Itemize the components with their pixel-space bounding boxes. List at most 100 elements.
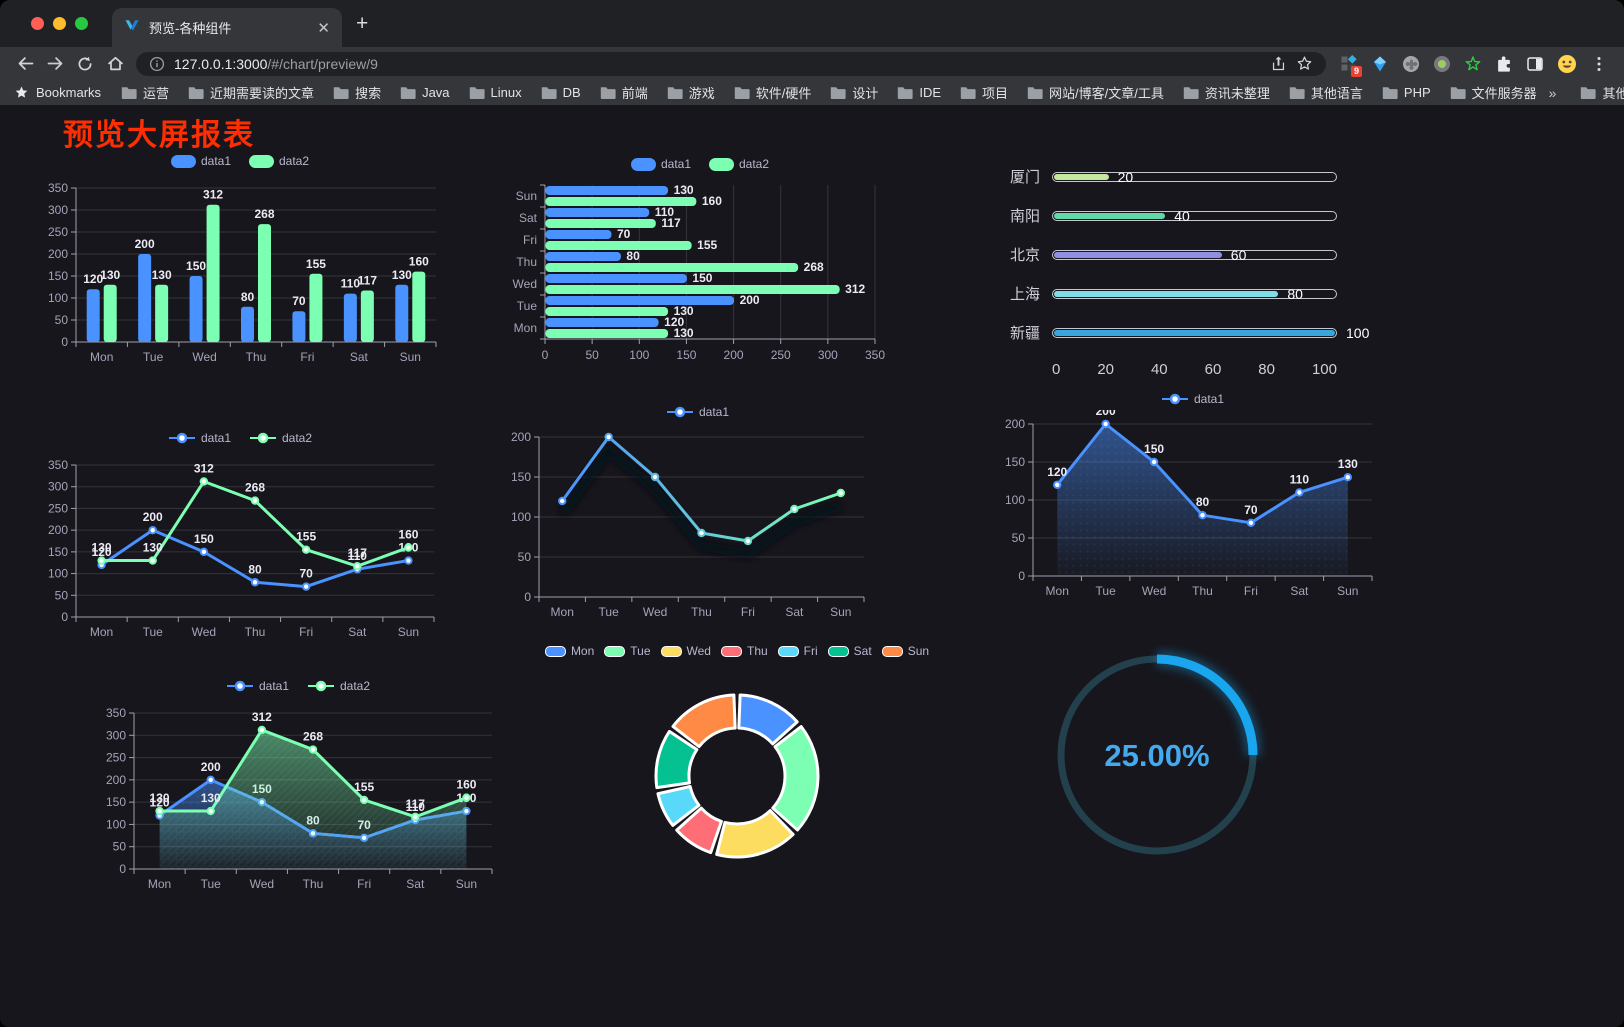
extension-tag-assistant-button[interactable]: 9	[1340, 54, 1362, 77]
bookmark-folder[interactable]: DB	[541, 85, 581, 100]
svg-text:350: 350	[48, 181, 68, 195]
svg-text:110: 110	[655, 205, 675, 219]
legend-item-data1[interactable]: data1	[630, 157, 691, 171]
chart-city-progress: 厦门 20 南阳 40 北京 60 上海 80 新疆 100 0 20 40 60 80 100	[998, 157, 1390, 389]
bookmark-folder[interactable]: 软件/硬件	[734, 83, 811, 102]
bookmark-folder[interactable]: 近期需要读的文章	[188, 83, 314, 102]
new-tab-button[interactable]: +	[356, 12, 369, 35]
extensions-puzzle-button[interactable]	[1495, 55, 1513, 73]
url-host: 127.0.0.1:3000	[174, 55, 268, 72]
pie-slice-fri[interactable]	[656, 785, 701, 827]
bookmarks-manager-item[interactable]: Bookmarks	[14, 85, 101, 100]
svg-text:130: 130	[392, 268, 412, 282]
extension-green-star-button[interactable]	[1464, 55, 1482, 73]
svg-text:130: 130	[674, 304, 694, 318]
pie-slice-thu[interactable]	[675, 806, 723, 855]
progress-label: 上海	[1009, 286, 1040, 303]
kebab-menu-icon	[1597, 56, 1601, 60]
svg-text:Mon: Mon	[1046, 584, 1069, 598]
legend-item-data1[interactable]: data1	[170, 154, 231, 168]
legend-item-tue[interactable]: Tue	[604, 644, 651, 658]
window-controls	[31, 17, 88, 30]
profile-avatar[interactable]	[1557, 54, 1577, 74]
window-maximize-button[interactable]	[75, 17, 88, 30]
pie-slice-mon[interactable]	[737, 693, 799, 746]
svg-text:100: 100	[511, 510, 531, 524]
legend-item-fri[interactable]: Fri	[777, 644, 818, 658]
reload-button[interactable]	[70, 55, 100, 73]
legend-item-wed[interactable]: Wed	[660, 644, 711, 658]
bookmarks-overflow-button[interactable]: »	[1548, 84, 1557, 101]
svg-text:80: 80	[248, 562, 262, 576]
progress-row-上海: 上海 80	[998, 274, 1337, 313]
pie-slice-wed[interactable]	[715, 809, 795, 859]
bookmark-folder[interactable]: 网站/博客/文章/工具	[1027, 83, 1164, 102]
bookmark-folder[interactable]: 设计	[830, 83, 878, 102]
forward-arrow-icon	[47, 57, 62, 70]
folder-icon	[831, 86, 846, 99]
legend-item-data2[interactable]: data2	[709, 157, 769, 171]
svg-text:Thu: Thu	[1192, 584, 1213, 598]
extension-circle-button[interactable]	[1402, 55, 1420, 73]
share-icon[interactable]	[1270, 55, 1287, 72]
extension-badge: 9	[1350, 65, 1362, 77]
bookmark-folder[interactable]: 项目	[960, 83, 1008, 102]
progress-track: 80	[1052, 287, 1337, 301]
svg-text:Fri: Fri	[1244, 584, 1258, 598]
svg-text:150: 150	[511, 470, 531, 484]
tab-close-icon[interactable]: ✕	[317, 19, 330, 37]
legend-item-thu[interactable]: Thu	[720, 644, 768, 658]
progress-track: 40	[1052, 209, 1337, 223]
legend-item-data2[interactable]: data2	[249, 154, 309, 168]
legend-item-data2[interactable]: data2	[249, 431, 312, 445]
bookmark-folder[interactable]: 前端	[600, 83, 648, 102]
legend-item-data1[interactable]: data1	[666, 405, 729, 419]
window-minimize-button[interactable]	[53, 17, 66, 30]
pie-slice-sat[interactable]	[654, 729, 699, 790]
bookmark-folder[interactable]: IDE	[897, 85, 941, 100]
window-close-button[interactable]	[31, 17, 44, 30]
bookmark-folder[interactable]: 资讯未整理	[1183, 83, 1270, 102]
bookmark-folder[interactable]: Java	[400, 85, 450, 100]
bookmark-folder[interactable]: 文件服务器	[1450, 83, 1537, 102]
legend-item-data1[interactable]: data1	[168, 431, 231, 445]
legend-item-data2[interactable]: data2	[307, 679, 370, 693]
folder-icon	[188, 86, 204, 99]
back-button[interactable]	[10, 54, 40, 73]
bookmark-folder[interactable]: 搜索	[333, 83, 381, 102]
svg-text:117: 117	[661, 216, 681, 230]
url-bar[interactable]: 127.0.0.1:3000/#/chart/preview/9	[136, 51, 1326, 76]
browser-menu-button[interactable]	[1590, 55, 1608, 73]
pie-slice-sun[interactable]	[671, 693, 737, 749]
forward-button[interactable]	[40, 54, 70, 73]
legend-item-sun[interactable]: Sun	[881, 644, 929, 658]
chart-legend: data1 data2	[98, 675, 498, 697]
bookmark-folder[interactable]: PHP	[1382, 85, 1431, 100]
bookmark-star-icon[interactable]	[1296, 55, 1313, 72]
svg-text:155: 155	[697, 238, 717, 252]
legend-item-mon[interactable]: Mon	[544, 644, 594, 658]
svg-text:70: 70	[1244, 503, 1258, 517]
other-bookmarks-folder[interactable]: 其他书签	[1580, 83, 1624, 102]
svg-text:150: 150	[48, 545, 68, 559]
bookmark-folder[interactable]: 游戏	[667, 83, 715, 102]
legend-item-data1[interactable]: data1	[1161, 392, 1224, 406]
progress-fill	[1054, 173, 1109, 180]
bookmark-folder[interactable]: Linux	[469, 85, 522, 100]
browser-tab[interactable]: 预览-各种组件 ✕	[112, 8, 342, 47]
svg-text:Mon: Mon	[551, 605, 574, 619]
legend-item-data1[interactable]: data1	[226, 679, 289, 693]
svg-text:50: 50	[55, 588, 69, 602]
svg-text:350: 350	[48, 458, 68, 472]
sidebar-toggle-button[interactable]	[1526, 55, 1544, 73]
pie-slice-tue[interactable]	[771, 725, 820, 832]
svg-text:130: 130	[150, 791, 170, 805]
extension-dot-circle-button[interactable]	[1433, 55, 1451, 73]
bookmark-folder[interactable]: 运营	[121, 83, 169, 102]
home-button[interactable]	[100, 54, 130, 73]
bookmark-folder[interactable]: 其他语言	[1289, 83, 1363, 102]
svg-text:200: 200	[724, 348, 744, 362]
legend-item-sat[interactable]: Sat	[827, 644, 872, 658]
extension-devtools-button[interactable]	[1371, 55, 1389, 73]
